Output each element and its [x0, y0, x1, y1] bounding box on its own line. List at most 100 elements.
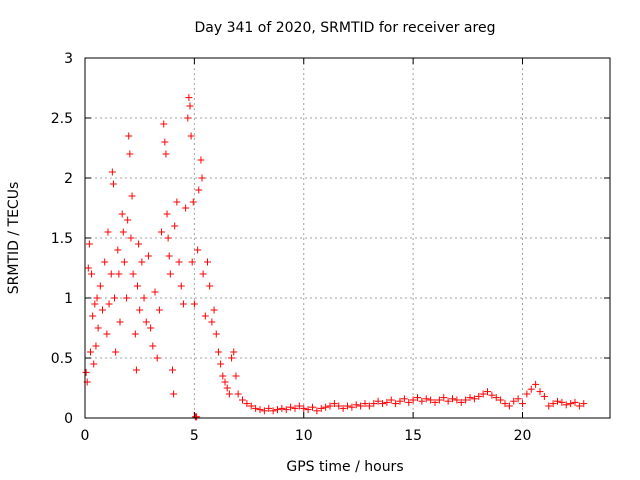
data-point [161, 138, 169, 146]
data-point [101, 258, 109, 266]
data-point [165, 252, 173, 260]
data-point [304, 406, 312, 414]
data-point [282, 406, 290, 414]
data-point [128, 192, 136, 200]
data-point [104, 228, 112, 236]
data-point [523, 390, 531, 398]
data-point [365, 402, 373, 410]
data-point [88, 270, 96, 278]
data-point [335, 402, 343, 410]
data-point [158, 228, 166, 236]
data-point [409, 396, 417, 404]
data-point [201, 312, 209, 320]
data-point [129, 270, 137, 278]
data-point [287, 403, 295, 411]
data-point [232, 372, 240, 380]
data-point [361, 400, 369, 408]
y-tick-label: 0 [64, 411, 73, 427]
data-point [239, 396, 246, 404]
data-point [278, 404, 286, 412]
data-point [147, 324, 155, 332]
data-point [189, 198, 197, 206]
data-point [554, 397, 561, 405]
data-point [138, 258, 146, 266]
data-point [383, 398, 391, 406]
data-point [160, 120, 168, 128]
data-point [427, 396, 435, 404]
data-point [114, 246, 122, 254]
data-point [171, 222, 179, 230]
data-point [488, 391, 496, 399]
data-point [116, 318, 124, 326]
data-point [392, 400, 400, 408]
data-point [431, 398, 439, 406]
data-point [322, 403, 330, 411]
y-tick-label: 1 [64, 291, 73, 307]
data-point [243, 400, 251, 408]
data-point [479, 390, 487, 398]
data-point [134, 282, 141, 290]
data-point [149, 342, 157, 350]
data-point [136, 306, 144, 314]
data-point [112, 348, 120, 356]
data-point [300, 404, 308, 412]
data-point [107, 270, 115, 278]
data-point [475, 392, 483, 400]
data-point [387, 396, 395, 404]
data-point [132, 366, 140, 374]
data-point [91, 300, 99, 308]
data-point [228, 354, 236, 362]
data-point [126, 150, 134, 158]
data-point [170, 390, 178, 398]
data-point [357, 402, 365, 410]
y-tick-label: 3 [64, 51, 73, 67]
y-tick-label: 2.5 [51, 111, 73, 127]
data-point [221, 378, 229, 386]
data-point [449, 395, 456, 403]
axis-ticks: 0 5 10 15 20 0 0.5 1 1.5 2 2.5 3 [51, 51, 610, 444]
data-point [111, 294, 119, 302]
data-point [153, 354, 161, 362]
data-point [190, 300, 198, 308]
data-point [527, 385, 535, 393]
data-point [105, 300, 113, 308]
data-point [179, 300, 187, 308]
data-point [567, 400, 575, 408]
data-point [214, 348, 222, 356]
data-point [185, 94, 193, 102]
data-point [295, 402, 303, 410]
data-point [453, 396, 461, 404]
data-point [549, 400, 557, 408]
data-point [90, 360, 98, 368]
data-point [135, 240, 143, 248]
data-point [370, 400, 378, 408]
data-point [169, 366, 176, 374]
data-point [162, 150, 170, 158]
data-point [140, 294, 148, 302]
data-point [418, 397, 426, 405]
data-point [127, 234, 135, 242]
data-point [519, 400, 526, 408]
data-point [163, 210, 171, 218]
data-point [532, 380, 540, 388]
data-point [142, 318, 150, 326]
data-point [212, 330, 220, 338]
data-point [444, 397, 452, 405]
data-point [352, 401, 360, 409]
data-point [291, 404, 299, 412]
data-point [94, 324, 102, 332]
data-point [396, 397, 404, 405]
data-point [247, 402, 255, 410]
data-point [540, 392, 548, 400]
data-point [510, 397, 518, 405]
data-point [234, 390, 242, 398]
data-point [217, 360, 225, 368]
data-point [379, 400, 386, 408]
data-point [184, 114, 192, 122]
data-point [466, 394, 474, 402]
data-point [374, 397, 382, 405]
y-axis-label: SRMTID / TECUs [6, 182, 22, 295]
data-point [155, 306, 163, 314]
